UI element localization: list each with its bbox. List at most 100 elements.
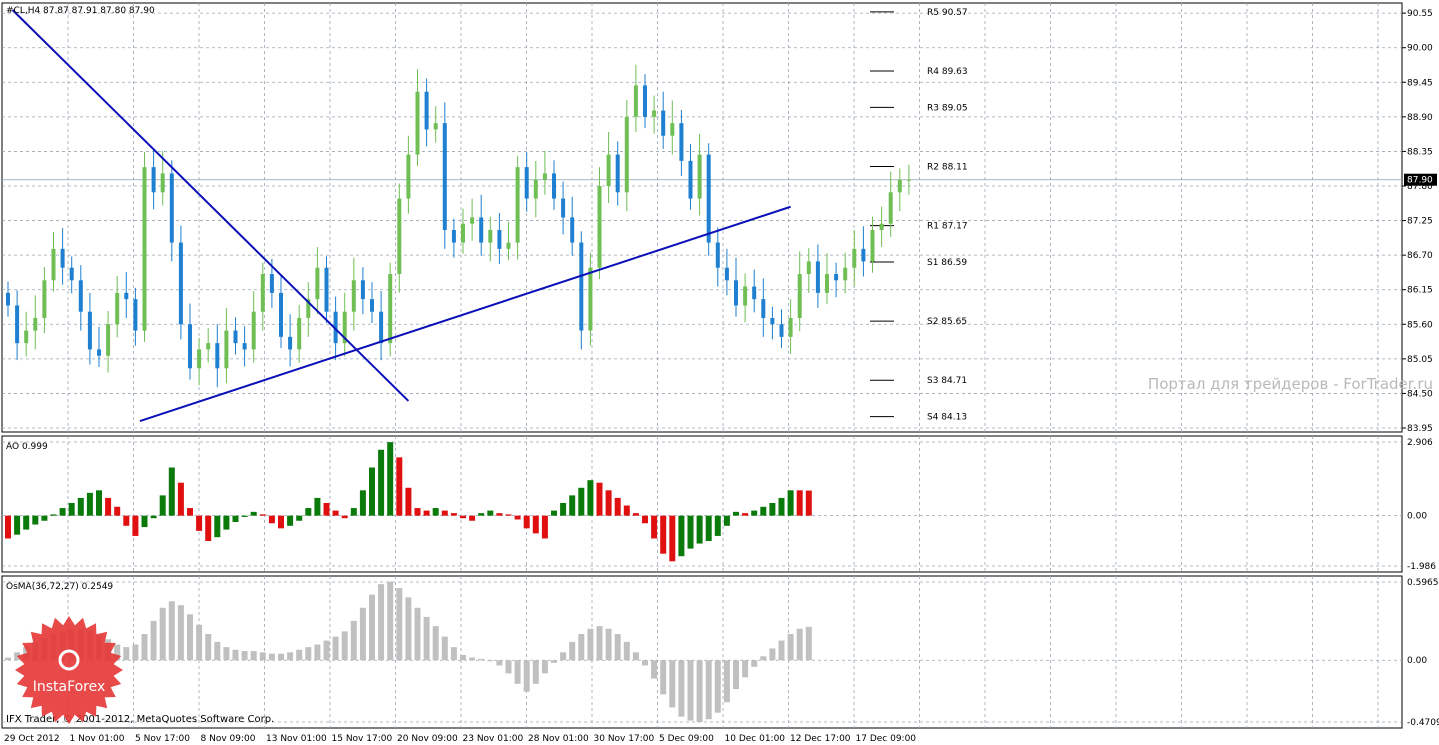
osma-bar	[596, 626, 603, 661]
ao-bar	[596, 482, 603, 516]
instaforex-logo-icon: InstaForex	[15, 616, 123, 724]
ao-bar	[742, 513, 749, 516]
ao-bar	[5, 515, 11, 539]
osma-bar	[132, 644, 139, 661]
ao-bar	[332, 510, 339, 516]
ao-bar	[114, 506, 121, 516]
osma-bar	[505, 660, 512, 674]
x-tick-label: 12 Dec 17:00	[790, 734, 851, 744]
ao-bar	[296, 515, 303, 521]
candle-body	[643, 85, 647, 117]
osma-bar	[268, 653, 275, 661]
osma-bar	[705, 660, 712, 720]
ao-bar	[505, 514, 512, 516]
candle-body	[570, 217, 575, 243]
symbol-title: #CL,H4 87.87 87.91 87.80 87.90	[6, 6, 155, 16]
candle-body	[433, 123, 438, 130]
copyright-credit: IFX Trader, © 2001-2012, MetaQuotes Soft…	[6, 714, 275, 725]
candle-body	[342, 311, 347, 344]
pivot-label: S3 84.71	[927, 376, 967, 386]
ao-bar	[487, 510, 494, 516]
ao-bar	[159, 495, 166, 516]
ao-bar	[223, 515, 230, 530]
ao-bar	[751, 510, 758, 516]
ao-title: AO 0.999	[6, 442, 48, 452]
candle-body	[360, 280, 365, 300]
candle-body	[834, 274, 839, 281]
candle-body	[579, 242, 584, 331]
osma-bar	[696, 660, 703, 722]
ao-bar	[441, 510, 448, 516]
osma-bar	[560, 652, 567, 661]
ao-bar	[478, 513, 485, 516]
price-tick-label: 85.05	[1407, 355, 1433, 365]
ao-bar	[678, 515, 685, 557]
candle-body	[333, 311, 338, 344]
brand-label: InstaForex	[33, 679, 106, 695]
ao-bar	[168, 467, 175, 516]
candle-body	[533, 179, 538, 199]
osma-bar	[642, 660, 648, 666]
candle-body	[224, 330, 229, 369]
candle-body	[215, 343, 220, 369]
ao-bar	[86, 492, 93, 516]
ao-bar	[323, 502, 330, 516]
osma-bar	[250, 651, 257, 661]
price-tick-label: 90.00	[1407, 44, 1433, 54]
candle-body	[160, 173, 165, 193]
candle-body	[415, 91, 420, 155]
candle-body	[870, 230, 875, 262]
candle-body	[297, 318, 302, 350]
pivot-levels: R5 90.57 R4 89.63 R3 89.05 R2 88.11 R1 87.17…	[870, 8, 968, 423]
ao-bar	[432, 508, 439, 516]
osma-bar	[760, 656, 767, 661]
candle-body	[679, 123, 684, 161]
x-tick-label: 20 Nov 09:00	[397, 734, 458, 744]
ao-bar	[14, 515, 21, 535]
candle-body	[78, 280, 83, 312]
candle-body	[260, 274, 265, 312]
candle-body	[197, 349, 202, 369]
ao-bar	[651, 515, 658, 539]
pivot-label: S4 84.13	[927, 413, 967, 423]
osma-bar	[532, 660, 539, 684]
candle-body	[706, 154, 711, 243]
candle-body	[552, 173, 556, 199]
ao-bar	[551, 510, 557, 516]
last-price-badge-bg	[1404, 173, 1437, 186]
pivot-label: R5 90.57	[927, 8, 968, 18]
osma-bar	[623, 641, 630, 661]
ao-bar	[450, 513, 457, 516]
pivot-label: S1 86.59	[927, 258, 967, 268]
candle-body	[770, 318, 775, 325]
ao-bar	[623, 505, 630, 516]
ao-bar	[177, 482, 184, 516]
ao-bar	[214, 515, 221, 538]
ao-bar	[642, 515, 648, 524]
ao-bar	[769, 502, 776, 516]
candle-body	[597, 186, 602, 268]
candle-body	[633, 85, 638, 117]
candle-body	[715, 242, 720, 268]
ao-bar	[696, 515, 703, 544]
osma-bar	[805, 626, 812, 661]
ao-tick-label: 2.906	[1407, 438, 1433, 448]
ao-bar	[541, 515, 548, 539]
trendline-1[interactable]	[139, 205, 791, 423]
candle-body	[815, 261, 820, 293]
badge-emblem-icon	[58, 649, 80, 671]
ao-bars	[5, 442, 812, 562]
osma-bar	[232, 649, 239, 661]
osma-bar	[205, 634, 212, 661]
ao-bar	[187, 508, 193, 516]
osma-bar	[223, 647, 230, 661]
osma-bar	[432, 626, 439, 661]
price-tick-label: 86.15	[1407, 286, 1433, 296]
candle-body	[761, 299, 766, 318]
trendline-0[interactable]	[11, 9, 410, 402]
ao-bar	[778, 497, 785, 516]
osma-bar	[287, 652, 294, 661]
candle-body	[42, 280, 47, 318]
osma-bar	[450, 647, 457, 661]
